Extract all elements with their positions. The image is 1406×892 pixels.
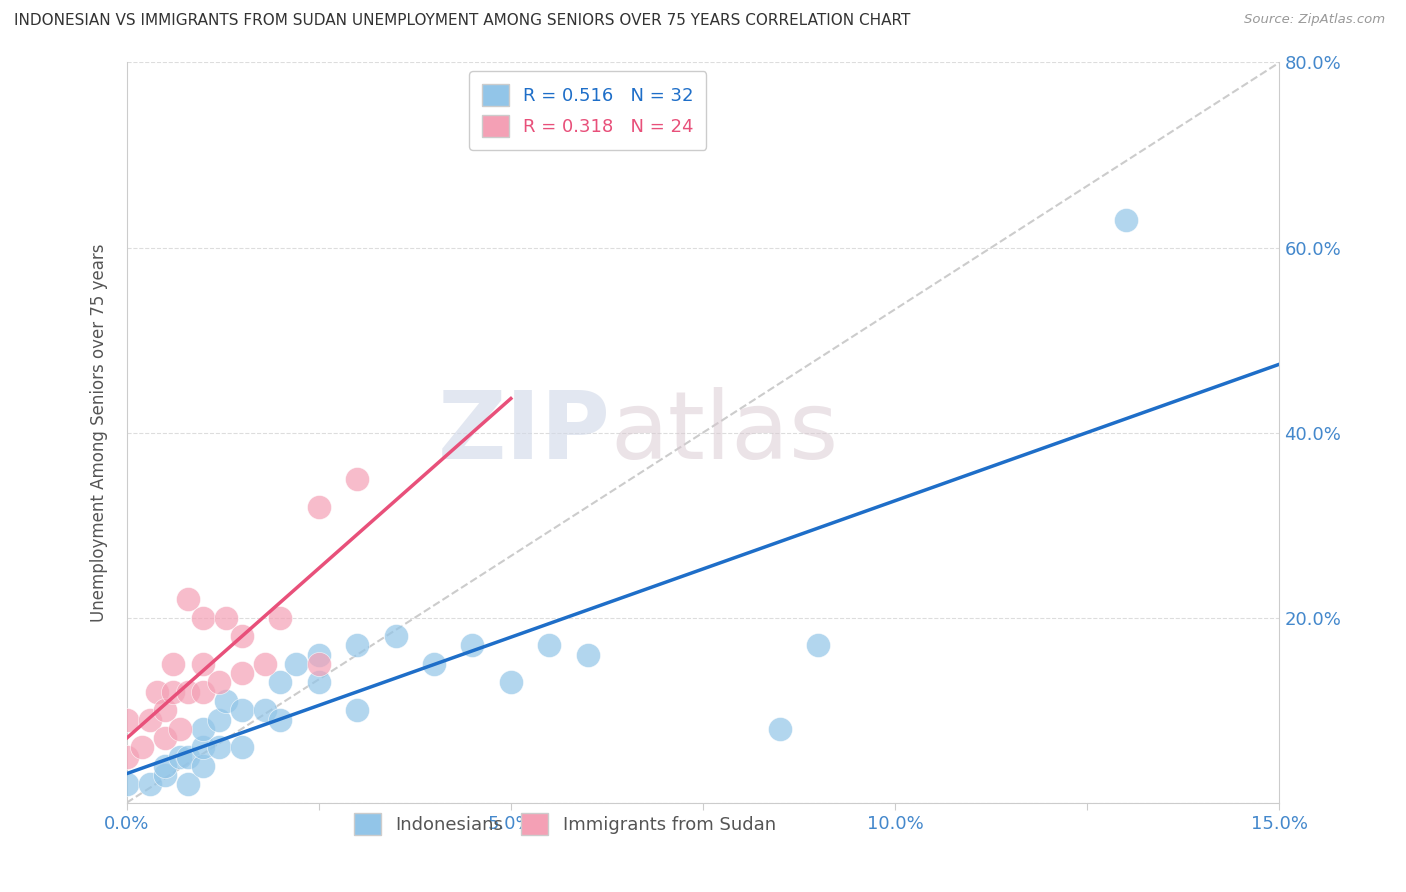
Point: [576, 648, 599, 662]
Point: [231, 740, 253, 755]
Point: [423, 657, 446, 671]
Point: [162, 685, 184, 699]
Point: [177, 592, 200, 607]
Point: [146, 685, 169, 699]
Point: [284, 657, 307, 671]
Point: [193, 657, 215, 671]
Point: [115, 749, 138, 764]
Text: INDONESIAN VS IMMIGRANTS FROM SUDAN UNEMPLOYMENT AMONG SENIORS OVER 75 YEARS COR: INDONESIAN VS IMMIGRANTS FROM SUDAN UNEM…: [14, 13, 911, 29]
Point: [208, 713, 231, 727]
Point: [215, 610, 238, 624]
Point: [384, 629, 406, 643]
Point: [346, 639, 368, 653]
Point: [807, 639, 830, 653]
Point: [193, 685, 215, 699]
Point: [253, 657, 276, 671]
Point: [215, 694, 238, 708]
Point: [115, 777, 138, 791]
Point: [308, 648, 330, 662]
Point: [153, 731, 176, 745]
Point: [269, 713, 291, 727]
Point: [231, 629, 253, 643]
Point: [169, 722, 191, 736]
Point: [193, 722, 215, 736]
Point: [115, 713, 138, 727]
Point: [538, 639, 561, 653]
Point: [346, 472, 368, 486]
Point: [138, 713, 160, 727]
Point: [769, 722, 792, 736]
Point: [499, 675, 522, 690]
Point: [461, 639, 484, 653]
Point: [138, 777, 160, 791]
Point: [169, 749, 191, 764]
Point: [208, 740, 231, 755]
Point: [231, 703, 253, 717]
Point: [162, 657, 184, 671]
Point: [153, 768, 176, 782]
Text: ZIP: ZIP: [437, 386, 610, 479]
Point: [193, 740, 215, 755]
Point: [177, 749, 200, 764]
Y-axis label: Unemployment Among Seniors over 75 years: Unemployment Among Seniors over 75 years: [90, 244, 108, 622]
Point: [153, 758, 176, 772]
Point: [308, 657, 330, 671]
Point: [177, 777, 200, 791]
Point: [177, 685, 200, 699]
Text: atlas: atlas: [610, 386, 839, 479]
Point: [1115, 212, 1137, 227]
Point: [208, 675, 231, 690]
Point: [231, 666, 253, 681]
Point: [308, 500, 330, 514]
Point: [153, 703, 176, 717]
Point: [269, 675, 291, 690]
Point: [346, 703, 368, 717]
Point: [193, 610, 215, 624]
Point: [131, 740, 153, 755]
Point: [308, 675, 330, 690]
Point: [253, 703, 276, 717]
Point: [269, 610, 291, 624]
Point: [193, 758, 215, 772]
Legend: Indonesians, Immigrants from Sudan: Indonesians, Immigrants from Sudan: [343, 802, 786, 846]
Text: Source: ZipAtlas.com: Source: ZipAtlas.com: [1244, 13, 1385, 27]
